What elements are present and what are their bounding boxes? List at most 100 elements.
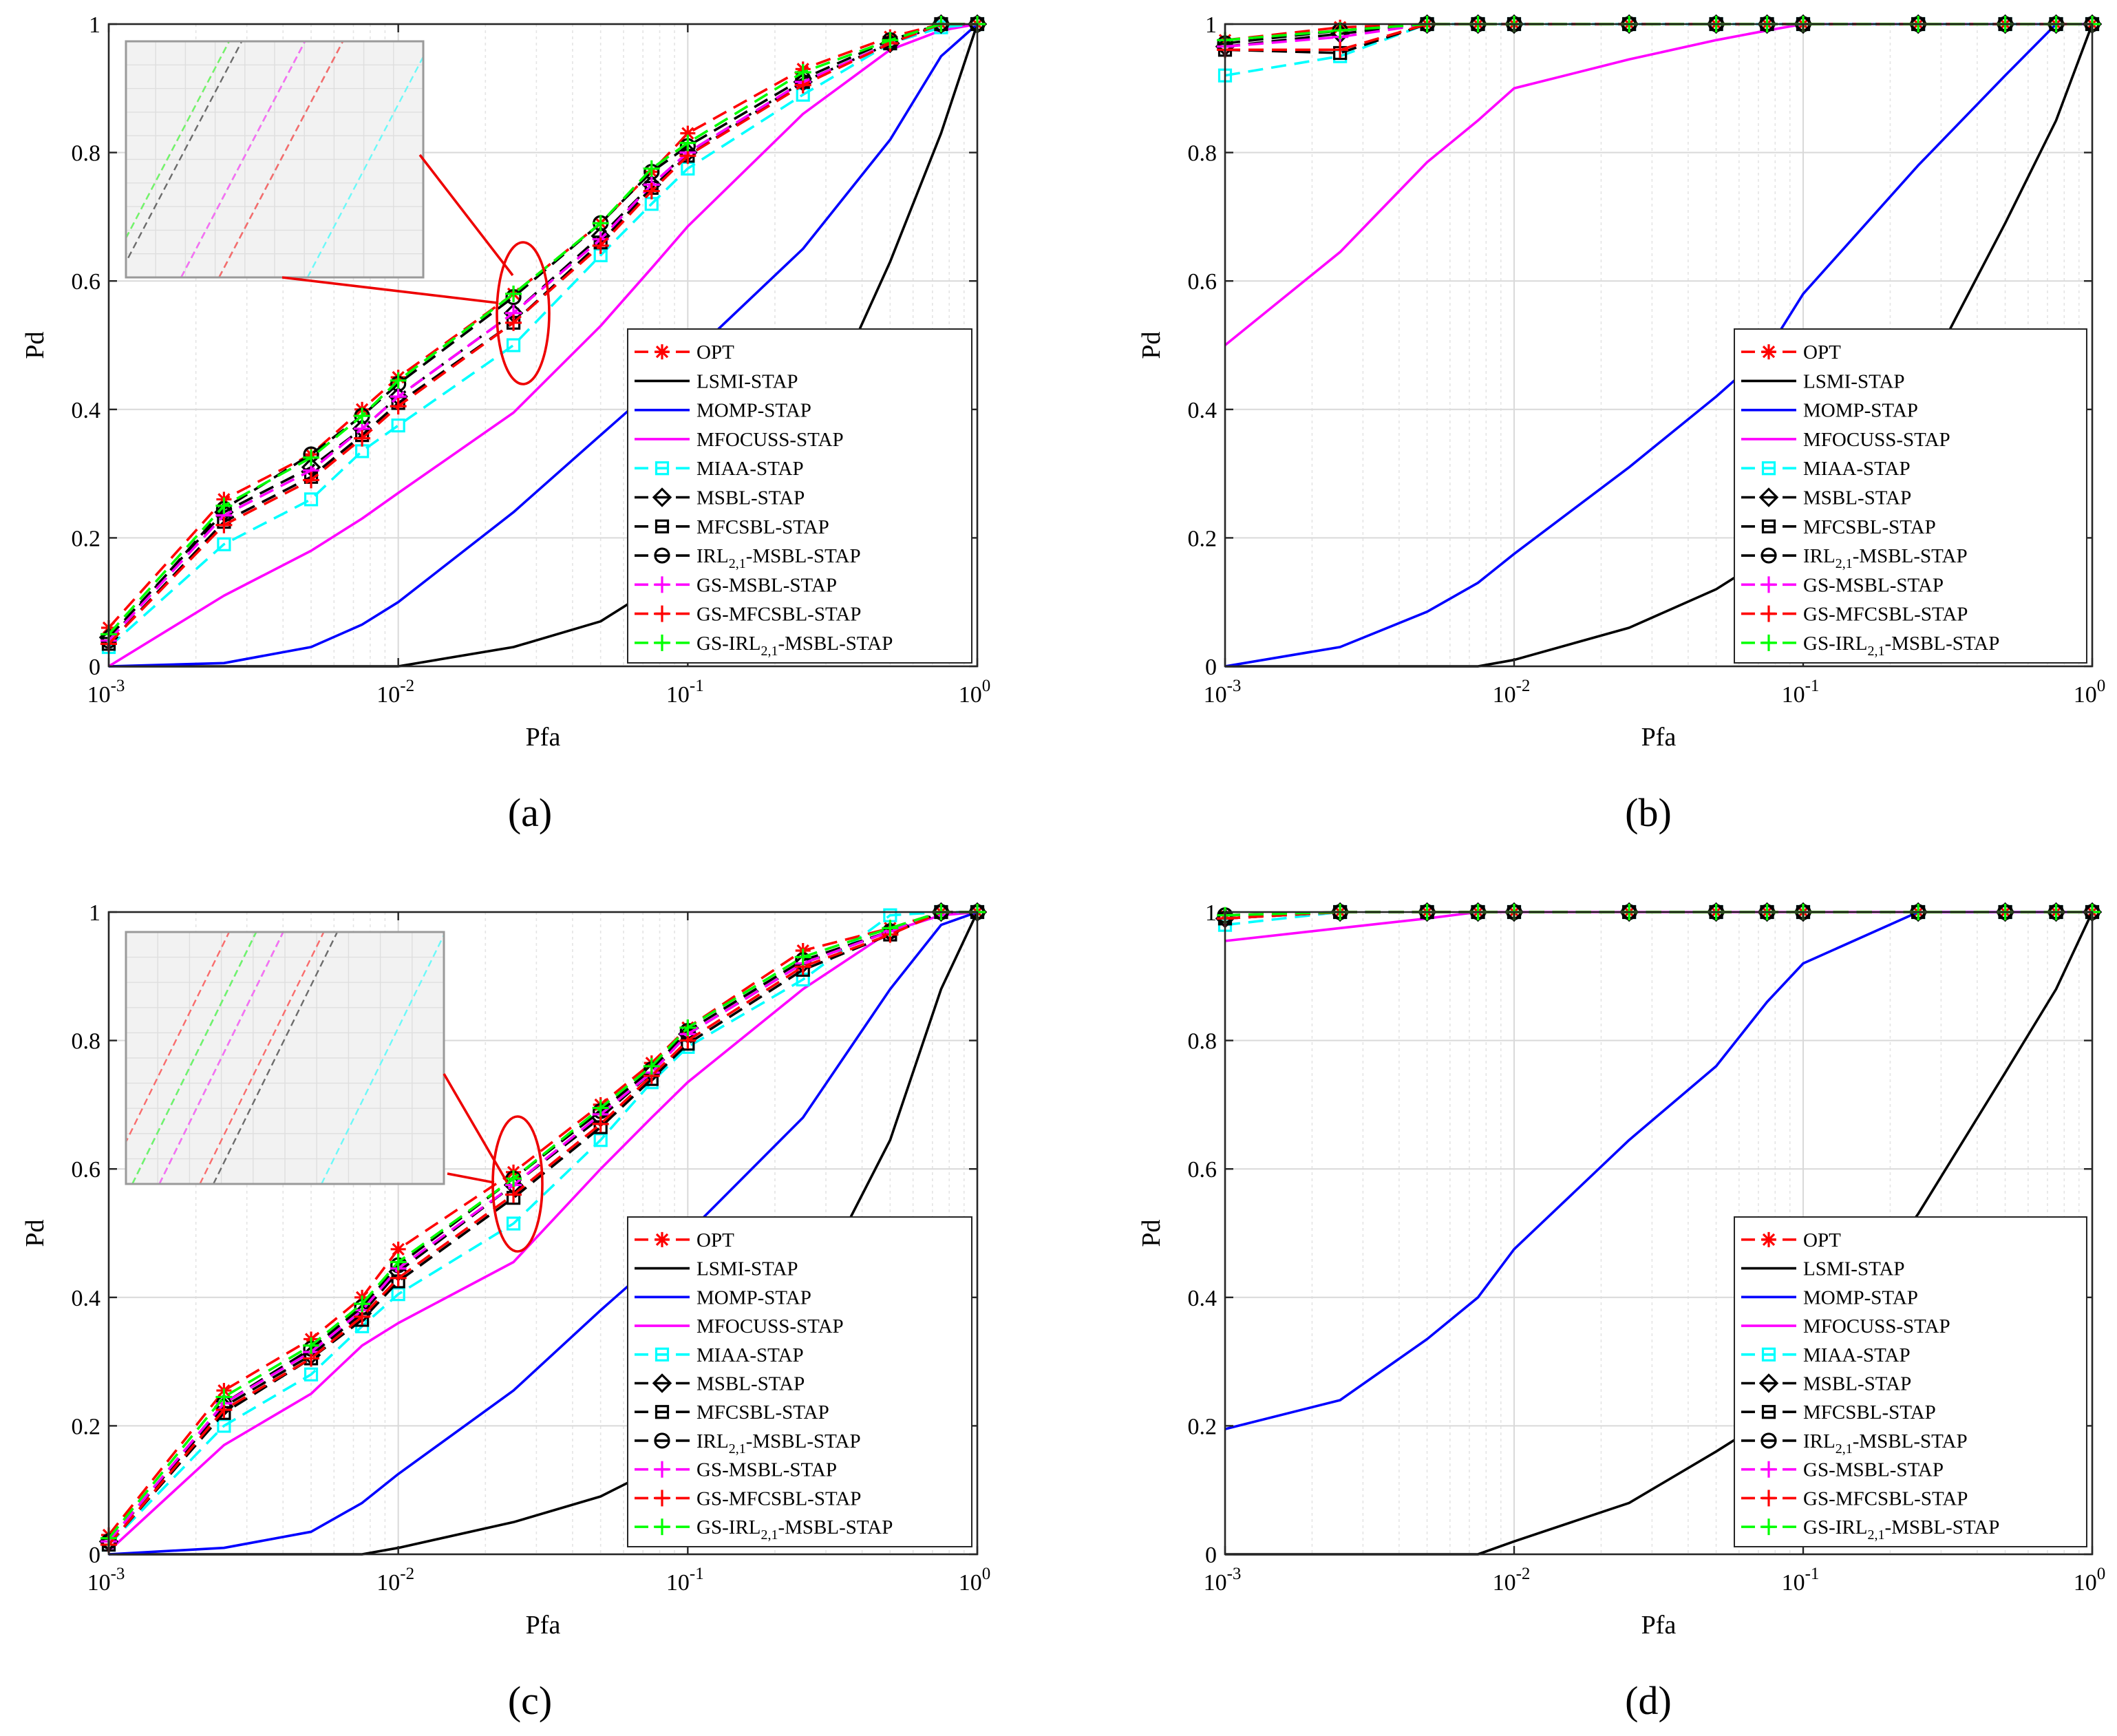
- legend-label: GS-MSBL-STAP: [1803, 1459, 1944, 1481]
- data-point-gsmfcsbl: [505, 1186, 522, 1203]
- legend-label-suffix: -MSBL-STAP: [746, 1430, 861, 1452]
- legend-box: [627, 328, 972, 664]
- legend-label: MFOCUSS-STAP: [1803, 429, 1950, 451]
- legend-marker: [1761, 1347, 1776, 1362]
- legend-marker: [1761, 1231, 1776, 1247]
- legend-label-main: OPT: [1803, 341, 1841, 363]
- legend-label-suffix: -MSBL-STAP: [746, 545, 861, 567]
- legend-item-gsmsbl: GS-MSBL-STAP: [1741, 574, 1944, 596]
- legend-label-main: LSMI-STAP: [1803, 1258, 1905, 1280]
- legend-label: LSMI-STAP: [696, 370, 798, 392]
- y-tick-label: 0.8: [72, 141, 101, 167]
- legend-label-main: GS-MSBL-STAP: [696, 574, 837, 596]
- inset-line-miaa: [321, 933, 444, 1184]
- y-tick-label: 1: [1205, 900, 1217, 926]
- legend-label-main: GS-MFCSBL-STAP: [696, 1488, 861, 1510]
- legend-box: [1734, 1216, 2087, 1547]
- legend-label: MIAA-STAP: [696, 458, 804, 480]
- legend-label-main: LSMI-STAP: [696, 370, 798, 392]
- legend-item-gsmsbl: GS-MSBL-STAP: [635, 574, 837, 596]
- legend-item-msbl: MSBL-STAP: [1741, 1373, 1911, 1395]
- legend-marker: [1761, 1405, 1776, 1419]
- x-tick-base: 10: [1204, 1570, 1227, 1596]
- x-tick-label: 10-1: [1782, 677, 1820, 708]
- legend-item-mfcsbl: MFCSBL-STAP: [635, 516, 829, 538]
- y-tick-label: 0.4: [1188, 398, 1217, 423]
- legend-item-gsmfcsbl: GS-MFCSBL-STAP: [635, 604, 861, 626]
- legend-label: GS-MFCSBL-STAP: [1803, 604, 1968, 626]
- legend-label-main: MFOCUSS-STAP: [1803, 429, 1950, 451]
- legend-marker: [654, 1461, 670, 1478]
- legend-label: GS-IRL2,1-MSBL-STAP: [696, 1516, 893, 1543]
- legend-item-momp: MOMP-STAP: [1741, 400, 1918, 422]
- legend-marker: [655, 461, 670, 476]
- inset-line-gsmfcsbl: [218, 41, 344, 277]
- legend-label: OPT: [696, 341, 734, 363]
- x-tick-base: 10: [1493, 682, 1516, 708]
- x-tick-label: 100: [959, 677, 991, 708]
- data-point-gsirl: [882, 32, 899, 49]
- y-tick-label: 0.2: [72, 1414, 101, 1439]
- x-axis-label: Pfa: [1641, 723, 1677, 752]
- legend-label-suffix: -MSBL-STAP: [1853, 1430, 1968, 1452]
- x-tick-label: 10-3: [1204, 677, 1242, 708]
- x-tick-exponent: -3: [1227, 677, 1242, 695]
- x-tick-base: 10: [959, 1570, 982, 1596]
- legend-marker: [652, 487, 672, 507]
- legend-item-mfocuss: MFOCUSS-STAP: [1741, 429, 1950, 451]
- series-gsirl: [100, 904, 986, 1547]
- data-point-gsirl: [215, 497, 233, 514]
- legend-label: OPT: [696, 1229, 734, 1251]
- legend-label: MOMP-STAP: [1803, 1287, 1918, 1309]
- legend-item-gsmfcsbl: GS-MFCSBL-STAP: [1741, 604, 1968, 626]
- legend-box: [1734, 328, 2087, 664]
- legend-marker: [1758, 1373, 1779, 1393]
- y-tick-label: 1: [89, 12, 100, 38]
- data-point-gsirl: [882, 920, 899, 937]
- legend-label-main: MFCSBL-STAP: [1803, 1401, 1936, 1423]
- data-point-gsmfcsbl: [592, 1115, 609, 1132]
- legend-item-irl: IRL2,1-MSBL-STAP: [635, 1430, 861, 1457]
- legend-item-mfcsbl: MFCSBL-STAP: [635, 1401, 829, 1423]
- y-tick-label: 0.6: [1188, 269, 1217, 295]
- legend-marker: [655, 344, 670, 360]
- legend-item-mfcsbl: MFCSBL-STAP: [1741, 516, 1936, 538]
- data-point-gsirl: [390, 1253, 407, 1271]
- data-point-miaa: [304, 1367, 319, 1382]
- y-tick-label: 0.8: [1188, 1029, 1217, 1055]
- legend-label-main: MSBL-STAP: [696, 1373, 805, 1395]
- data-point-gsirl: [390, 372, 407, 389]
- legend-label: GS-MFCSBL-STAP: [696, 1488, 861, 1510]
- legend-label: LSMI-STAP: [1803, 370, 1905, 392]
- legend-label-main: GS-MSBL-STAP: [1803, 574, 1944, 596]
- y-tick-label: 0: [89, 1543, 100, 1568]
- x-tick-base: 10: [666, 682, 690, 708]
- legend-item-msbl: MSBL-STAP: [1741, 487, 1911, 509]
- x-tick-label: 10-2: [376, 1565, 414, 1596]
- legend-item-mfcsbl: MFCSBL-STAP: [1741, 1401, 1936, 1423]
- legend-marker: [654, 1432, 670, 1449]
- inset-line-miaa: [306, 54, 423, 277]
- data-point-gsmfcsbl: [215, 516, 233, 533]
- x-tick-base: 10: [2074, 1570, 2097, 1596]
- y-tick-label: 0: [1205, 655, 1217, 680]
- legend-marker: [654, 634, 670, 651]
- legend-label-main: MFCSBL-STAP: [696, 1401, 829, 1423]
- legend-label: OPT: [1803, 341, 1841, 363]
- series-gsirl: [100, 16, 986, 643]
- y-tick-label: 0: [89, 655, 100, 680]
- data-point-gsirl: [643, 1057, 660, 1075]
- legend-item-opt: OPT: [635, 1229, 734, 1251]
- data-point-gsirl: [794, 949, 811, 966]
- legend-label-suffix: -MSBL-STAP: [1884, 1516, 1999, 1538]
- legend-label-main: LSMI-STAP: [696, 1258, 798, 1280]
- legend-label: MFOCUSS-STAP: [696, 1315, 844, 1337]
- legend-label-main: IRL: [696, 545, 729, 567]
- legend: OPT LSMI-STAP MOMP-STAP MFOCUSS-STAP MIAA-ST…: [1734, 1216, 2087, 1547]
- inset-line-irl: [126, 41, 243, 264]
- y-tick-label: 0.6: [72, 1157, 101, 1183]
- legend-label-main: OPT: [696, 1229, 734, 1251]
- legend-label: IRL2,1-MSBL-STAP: [696, 1430, 861, 1457]
- data-point-gsirl: [215, 1388, 233, 1406]
